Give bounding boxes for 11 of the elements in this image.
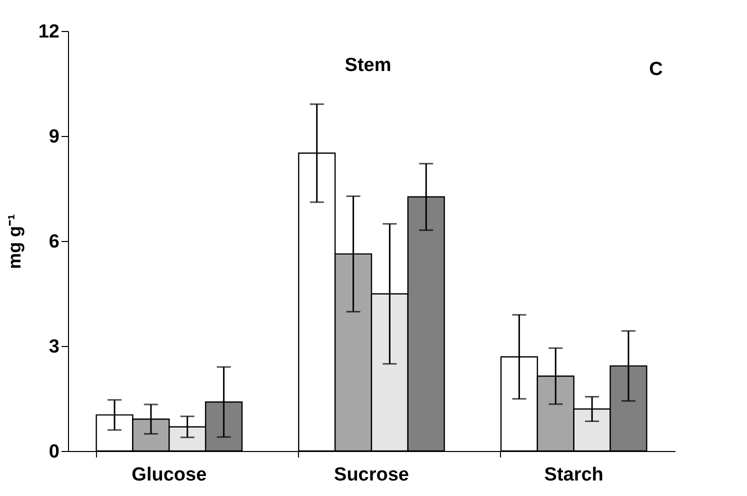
y-tick-label: 0 [48,442,60,462]
annotation: Stem [344,55,392,76]
y-tick-label: 3 [48,336,60,358]
y-tick-label: 12 [38,22,60,42]
annotation: C [649,59,664,80]
x-tick-label: Glucose [132,464,207,486]
y-tick-label: 6 [48,232,60,252]
x-tick-label: Starch [544,464,604,486]
x-tick-label: Sucrose [334,464,409,486]
y-axis-title: mg g⁻¹ [4,214,24,269]
y-tick-label: 9 [48,126,60,148]
